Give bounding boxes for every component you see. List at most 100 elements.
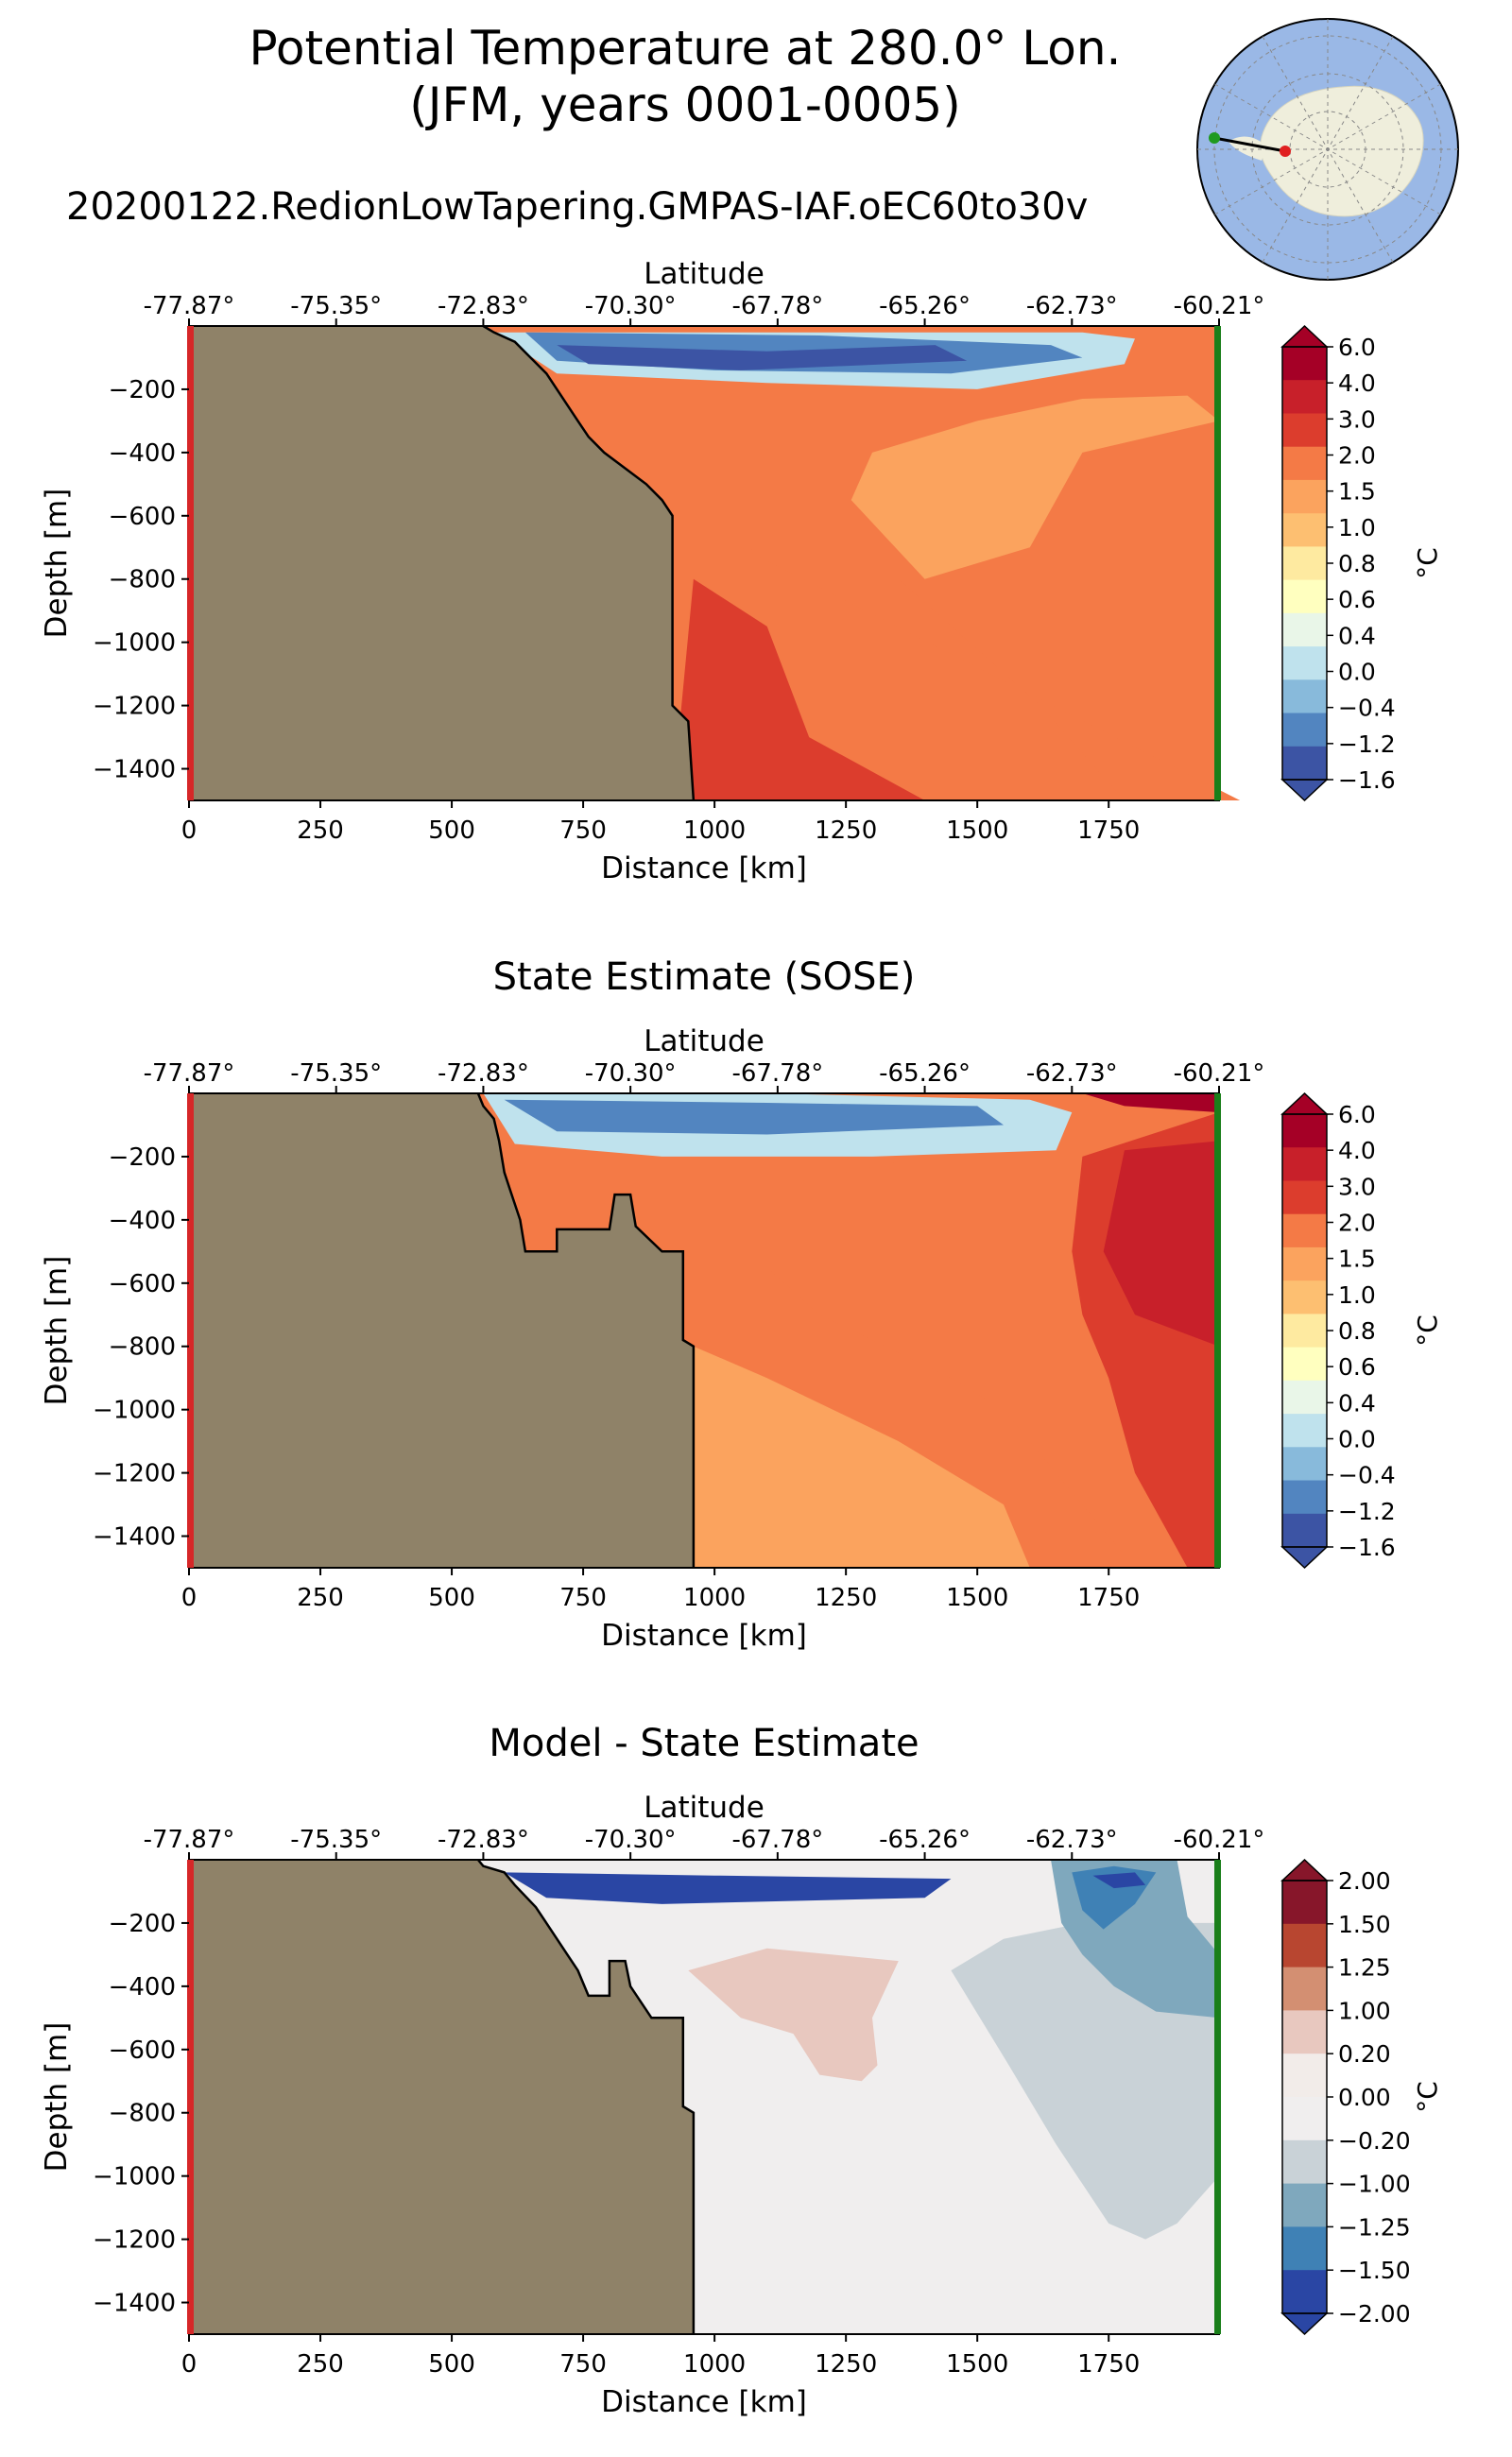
section-line [1213, 136, 1286, 153]
contour-region [740, 547, 1241, 800]
x-tick-label: 250 [297, 816, 344, 845]
colorbar-swatch [1282, 380, 1327, 414]
lat-tick-label: -62.73° [1026, 1826, 1118, 1854]
x-tick-label: 500 [428, 816, 475, 845]
colorbar-swatch [1282, 1347, 1327, 1382]
lat-tick-label: -62.73° [1026, 1059, 1118, 1088]
colorbar-extend-bottom [1280, 1546, 1329, 1570]
colorbar-tick-label: −1.25 [1338, 2213, 1411, 2241]
colorbar-swatch [1282, 2226, 1327, 2271]
x-tick-label: 750 [559, 816, 607, 845]
colorbar-tick-label: 1.5 [1338, 478, 1376, 506]
x-tick-label: 750 [559, 2350, 607, 2379]
contour-region [557, 345, 968, 370]
colorbar-swatch [1282, 1480, 1327, 1515]
x-tick-label: 1750 [1077, 2350, 1140, 2379]
x-tick-label: 1250 [815, 1584, 877, 1612]
lat-tick-label: -72.83° [438, 292, 529, 320]
colorbar-swatch [1282, 679, 1327, 714]
colorbar-swatch [1282, 2010, 1327, 2054]
lat-tick-label: -70.30° [585, 292, 677, 320]
lat-tick-label: -60.21° [1174, 1059, 1265, 1088]
x-axis-label: Distance [km] [601, 1619, 807, 1653]
colorbar-swatch [1282, 347, 1327, 381]
panel-title: State Estimate (SOSE) [493, 955, 916, 999]
colorbar-swatch [1282, 1414, 1327, 1448]
lat-tick-label: -75.35° [290, 1826, 382, 1854]
y-axis-label: Depth [m] [40, 1256, 74, 1406]
colorbar-tick-label: 0.00 [1338, 2084, 1391, 2111]
x-tick-label: 1000 [683, 2350, 746, 2379]
lat-tick-label: -65.26° [879, 1826, 971, 1854]
colorbar-swatch [1282, 2139, 1327, 2185]
y-tick-label: −1200 [93, 1460, 176, 1488]
y-tick-label: −1200 [93, 2226, 176, 2255]
section-start-marker [187, 1093, 194, 1568]
y-tick-label: −1000 [93, 629, 176, 658]
section-end-dot [1280, 146, 1291, 157]
colorbar-swatch [1282, 612, 1327, 647]
x-tick-label: 1500 [946, 816, 1008, 845]
colorbar-tick-label: 4.0 [1338, 369, 1376, 397]
y-tick-label: −600 [109, 1270, 176, 1298]
y-tick-label: −1200 [93, 693, 176, 721]
y-tick-label: −1000 [93, 1397, 176, 1425]
colorbar-swatch [1282, 546, 1327, 581]
colorbar-extend-bottom [1280, 779, 1329, 802]
run-name: 20200122.RedionLowTapering.GMPAS-IAF.oEC… [66, 185, 1088, 229]
y-tick-label: −400 [109, 439, 176, 468]
bathymetry-line [476, 1092, 696, 1568]
colorbar-tick-label: 1.5 [1338, 1246, 1376, 1273]
antarctica-land [1260, 85, 1424, 217]
x-tick-label: 750 [559, 1584, 607, 1612]
colorbar-tick-label: −1.00 [1338, 2171, 1411, 2198]
section-start-dot [1209, 132, 1220, 144]
x-tick-label: 500 [428, 1584, 475, 1612]
colorbar-tick-label: 1.25 [1338, 1954, 1391, 1982]
x-tick-label: 250 [297, 1584, 344, 1612]
panel-2: State Estimate (SOSE) Latitude 0 250 500 750 1… [40, 955, 1443, 1653]
colorbar-swatch [1282, 1280, 1327, 1314]
lat-tick-label: -77.87° [144, 1826, 235, 1854]
lat-tick-label: -70.30° [585, 1059, 677, 1088]
y-tick-label: −1400 [93, 756, 176, 784]
latitude-axis-label: Latitude [644, 257, 765, 291]
section-end-marker [1214, 1093, 1221, 1568]
x-tick-label: 1000 [683, 816, 746, 845]
lat-tick-label: -70.30° [585, 1826, 677, 1854]
seafloor-land [189, 1860, 694, 2334]
contour-region [1103, 1141, 1219, 1347]
section-end-marker [1214, 1860, 1221, 2334]
colorbar-tick-label: −0.4 [1338, 695, 1396, 722]
colorbar-label: °C [1412, 2081, 1443, 2113]
x-tick-label: 1500 [946, 2350, 1008, 2379]
lat-tick-label: -65.26° [879, 1059, 971, 1088]
figure-title-line2: (JFM, years 0001-0005) [409, 77, 960, 132]
colorbar-swatch [1282, 746, 1327, 781]
colorbar-swatch [1282, 2053, 1327, 2098]
y-tick-label: −200 [109, 376, 176, 404]
colorbar-label: °C [1412, 1314, 1443, 1347]
colorbar-tick-label: −0.4 [1338, 1462, 1396, 1489]
inset-map [1196, 18, 1459, 281]
colorbar-tick-label: −1.50 [1338, 2257, 1411, 2284]
colorbar-tick-label: 0.20 [1338, 2040, 1391, 2068]
x-tick-label: 500 [428, 2350, 475, 2379]
y-axis-label: Depth [m] [40, 489, 74, 639]
x-tick-label: 1750 [1077, 1584, 1140, 1612]
lat-tick-label: -72.83° [438, 1059, 529, 1088]
section-start-marker [187, 326, 194, 800]
colorbar-tick-label: 0.0 [1338, 659, 1376, 686]
x-axis-label: Distance [km] [601, 2385, 807, 2419]
y-tick-label: −600 [109, 503, 176, 531]
colorbar-extend-bottom [1280, 2312, 1329, 2336]
colorbar-label: °C [1412, 547, 1443, 579]
colorbar-tick-label: 3.0 [1338, 1173, 1376, 1200]
colorbar-swatch [1282, 513, 1327, 547]
lat-tick-label: -67.78° [731, 292, 823, 320]
colorbar-tick-label: 0.0 [1338, 1426, 1376, 1453]
panel-1: Latitude 0 250 500 750 1000 1250 1500 1750 Distan… [40, 257, 1443, 885]
contour-region [850, 395, 1219, 579]
colorbar-tick-label: −1.2 [1338, 1498, 1396, 1525]
latitude-axis-label: Latitude [644, 1024, 765, 1058]
